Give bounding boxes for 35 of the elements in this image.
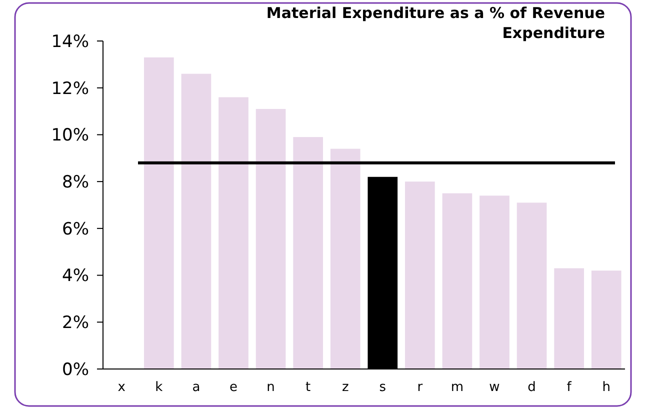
x-tick-label: s: [379, 380, 386, 395]
chart-title: Material Expenditure as a % of Revenue Expenditure: [266, 4, 605, 42]
y-tick-label: 10%: [51, 126, 89, 146]
x-tick-label: d: [528, 380, 536, 395]
x-tick-label: f: [566, 380, 572, 395]
bar: [554, 268, 584, 369]
bar: [591, 270, 622, 369]
x-tick-label: h: [602, 380, 610, 395]
x-tick-label: r: [417, 380, 424, 395]
bar: [181, 74, 212, 369]
bar: [256, 108, 286, 369]
y-tick-label: 4%: [62, 266, 89, 286]
x-tick-label: a: [192, 380, 200, 395]
bar: [480, 196, 510, 369]
x-tick-label: w: [489, 380, 500, 395]
x-tick-label: e: [230, 380, 238, 395]
bar: [405, 182, 435, 369]
bar: [442, 193, 472, 369]
bar: [330, 148, 360, 369]
x-tick-label: k: [155, 380, 164, 395]
y-tick-label: 0%: [62, 360, 89, 380]
x-tick-label: z: [342, 380, 349, 395]
y-tick-label: 12%: [51, 78, 89, 99]
bar: [218, 97, 248, 369]
y-tick-label: 2%: [62, 313, 89, 334]
y-tick-label: 8%: [62, 172, 89, 193]
y-tick-label: 14%: [51, 32, 89, 52]
x-tick-label: x: [118, 380, 126, 395]
bar: [516, 202, 547, 369]
y-tick-label: 6%: [62, 219, 89, 240]
bar: [293, 137, 323, 369]
x-tick-label: t: [306, 380, 311, 395]
x-tick-label: n: [266, 380, 275, 395]
x-tick-label: m: [450, 380, 464, 395]
bar: [144, 57, 174, 369]
